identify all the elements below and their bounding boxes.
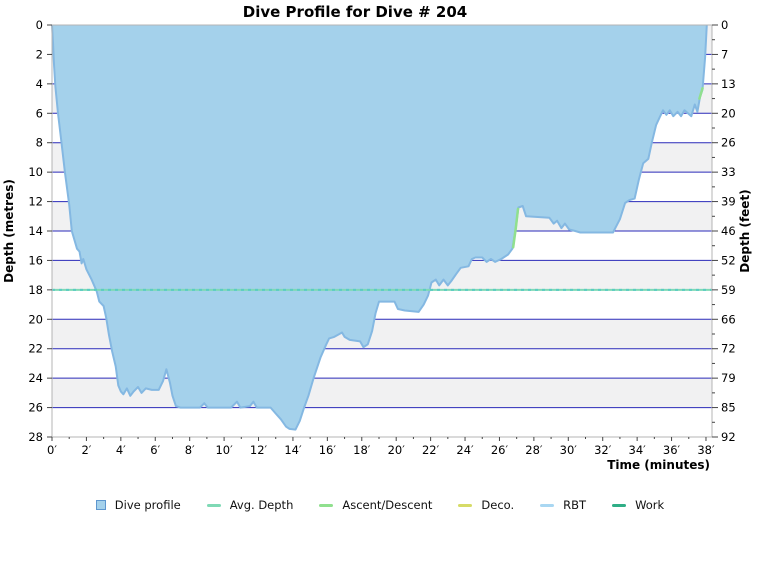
y-axis-right-title: Depth (feet) bbox=[738, 189, 752, 272]
y-left-tick-label: 2 bbox=[36, 47, 43, 61]
legend-label-rbt: RBT bbox=[563, 498, 587, 512]
legend-swatch-dive-profile bbox=[95, 500, 106, 510]
ascent-descent-segment bbox=[511, 207, 520, 249]
y-left-tick-label: 28 bbox=[28, 430, 43, 444]
y-left-tick-label: 0 bbox=[36, 18, 43, 32]
ascent-descent-segment bbox=[698, 87, 704, 100]
y-left-tick-label: 12 bbox=[28, 195, 43, 209]
legend-label-deco: Deco. bbox=[481, 498, 515, 512]
y-right-tick-label: 39 bbox=[721, 195, 736, 209]
x-tick-label: 10′ bbox=[215, 443, 233, 457]
y-right-tick-label: 52 bbox=[721, 253, 736, 267]
legend-label-ascent-descent: Ascent/Descent bbox=[342, 498, 433, 512]
y-left-tick-label: 18 bbox=[28, 283, 43, 297]
y-right-tick-label: 33 bbox=[721, 165, 736, 179]
y-right-tick-label: 46 bbox=[721, 224, 736, 238]
x-tick-label: 18′ bbox=[353, 443, 371, 457]
y-left-tick-label: 26 bbox=[28, 401, 43, 415]
y-right-tick-label: 92 bbox=[721, 430, 736, 444]
x-tick-label: 12′ bbox=[250, 443, 268, 457]
y-right-tick-label: 26 bbox=[721, 136, 736, 150]
y-left-tick-label: 20 bbox=[28, 312, 43, 326]
chart-title: Dive Profile for Dive # 204 bbox=[243, 3, 467, 21]
y-left-tick-label: 10 bbox=[28, 165, 43, 179]
legend-item-work: Work bbox=[612, 498, 664, 512]
legend-swatch-avg-depth bbox=[206, 503, 221, 507]
y-left-tick-label: 24 bbox=[28, 371, 43, 385]
y-right-tick-label: 13 bbox=[721, 77, 736, 91]
y-right-tick-label: 79 bbox=[721, 371, 736, 385]
x-tick-label: 22′ bbox=[422, 443, 440, 457]
legend-label-avg-depth: Avg. Depth bbox=[229, 498, 294, 512]
dive-profile-chart: 0246810121416182022242628071320263339465… bbox=[2, 3, 752, 472]
x-tick-label: 30′ bbox=[560, 443, 578, 457]
y-right-tick-label: 72 bbox=[721, 342, 736, 356]
x-tick-label: 36′ bbox=[663, 443, 681, 457]
y-right-tick-label: 7 bbox=[721, 47, 728, 61]
y-left-tick-label: 8 bbox=[36, 136, 43, 150]
legend-swatch-deco bbox=[458, 503, 473, 507]
legend-swatch-rbt bbox=[540, 503, 555, 507]
x-tick-label: 34′ bbox=[629, 443, 647, 457]
chart-legend: Dive profile Avg. Depth Ascent/Descent Deco… bbox=[0, 498, 760, 512]
y-left-tick-label: 16 bbox=[28, 253, 43, 267]
dive-profile-outline bbox=[51, 24, 708, 431]
legend-item-ascent-descent: Ascent/Descent bbox=[319, 498, 432, 512]
legend-item-dive-profile: Dive profile bbox=[95, 498, 181, 512]
x-axis-title: Time (minutes) bbox=[607, 458, 710, 472]
y-left-tick-label: 14 bbox=[28, 224, 43, 238]
y-right-tick-label: 59 bbox=[721, 283, 736, 297]
y-right-tick-label: 85 bbox=[721, 401, 736, 415]
depth-band bbox=[52, 407, 712, 437]
legend-item-avg-depth: Avg. Depth bbox=[206, 498, 294, 512]
x-tick-label: 2′ bbox=[81, 443, 91, 457]
x-tick-label: 8′ bbox=[185, 443, 195, 457]
x-tick-label: 24′ bbox=[456, 443, 474, 457]
x-tick-label: 16′ bbox=[319, 443, 337, 457]
x-tick-label: 32′ bbox=[594, 443, 612, 457]
x-tick-label: 14′ bbox=[284, 443, 302, 457]
y-right-tick-label: 66 bbox=[721, 312, 736, 326]
x-tick-label: 20′ bbox=[388, 443, 406, 457]
x-tick-label: 28′ bbox=[525, 443, 543, 457]
legend-swatch-ascent-descent bbox=[319, 503, 334, 507]
y-left-tick-label: 4 bbox=[36, 77, 43, 91]
y-right-tick-label: 20 bbox=[721, 106, 736, 120]
legend-item-rbt: RBT bbox=[540, 498, 586, 512]
legend-label-dive-profile: Dive profile bbox=[114, 498, 181, 512]
y-left-tick-label: 22 bbox=[28, 342, 43, 356]
y-right-tick-label: 0 bbox=[721, 18, 728, 32]
x-tick-label: 38′ bbox=[697, 443, 715, 457]
x-tick-label: 26′ bbox=[491, 443, 509, 457]
legend-label-work: Work bbox=[635, 498, 665, 512]
legend-item-deco: Deco. bbox=[458, 498, 514, 512]
dive-profile-area bbox=[52, 25, 707, 430]
x-tick-label: 0′ bbox=[47, 443, 57, 457]
y-axis-left-title: Depth (metres) bbox=[2, 179, 16, 283]
x-tick-label: 6′ bbox=[150, 443, 160, 457]
legend-swatch-work bbox=[612, 503, 627, 507]
chart-plot-area: 0246810121416182022242628071320263339465… bbox=[28, 18, 735, 457]
y-left-tick-label: 6 bbox=[36, 106, 43, 120]
x-tick-label: 4′ bbox=[116, 443, 126, 457]
